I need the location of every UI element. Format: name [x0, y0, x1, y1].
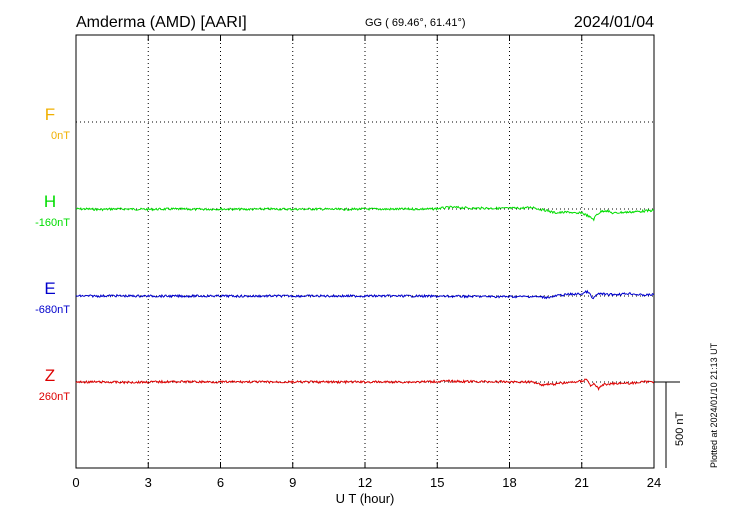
station-coords: GG ( 69.46°, 61.41°): [365, 17, 466, 29]
channel-h-name: H: [44, 192, 56, 211]
x-tick-label-0: 0: [72, 475, 79, 490]
series-lines: [75, 205, 655, 391]
channel-e-offset: -680nT: [35, 304, 70, 316]
series-line-z: [75, 378, 655, 391]
scale-bar: [654, 381, 680, 468]
grid-lines: [147, 35, 583, 468]
plot-date: 2024/01/04: [574, 14, 654, 31]
series-line-e: [75, 289, 655, 300]
channel-z-name: Z: [45, 366, 55, 385]
plotted-at-note: Plotted at 2024/01/10 21:13 UT: [709, 342, 719, 468]
x-axis-label: U T (hour): [336, 491, 395, 506]
x-tick-label-12: 12: [358, 475, 372, 490]
channel-f-offset: 0nT: [51, 130, 70, 142]
x-tick-label-24: 24: [647, 475, 661, 490]
station-title: Amderma (AMD) [AARI]: [76, 14, 247, 31]
x-tick-label-3: 3: [145, 475, 152, 490]
channel-labels: F 0nT H -160nT E -680nT Z 260nT: [35, 105, 70, 403]
x-tick-label-21: 21: [575, 475, 589, 490]
scale-bar-label: 500 nT: [674, 411, 686, 446]
x-axis-ticks: 0 3 6 9 12 15 18 21 24: [72, 35, 661, 490]
x-tick-label-15: 15: [430, 475, 444, 490]
x-tick-label-6: 6: [217, 475, 224, 490]
x-tick-label-18: 18: [502, 475, 516, 490]
x-tick-label-9: 9: [289, 475, 296, 490]
channel-z-offset: 260nT: [39, 391, 70, 403]
channel-e-name: E: [44, 279, 55, 298]
channel-f-name: F: [45, 105, 55, 124]
channel-h-offset: -160nT: [35, 217, 70, 229]
series-line-h: [75, 205, 655, 222]
